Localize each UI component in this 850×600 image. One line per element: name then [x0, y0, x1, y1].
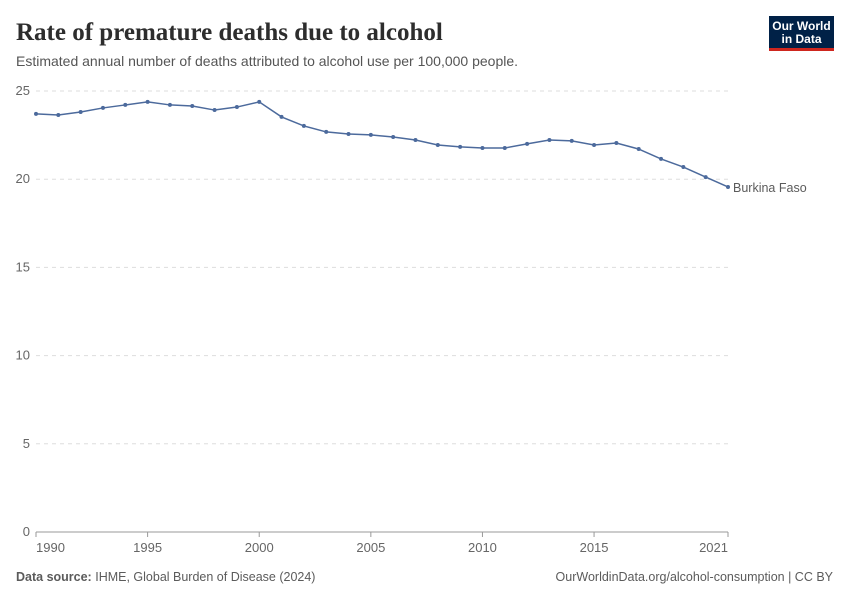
data-point — [502, 145, 507, 150]
data-point — [145, 99, 150, 104]
source-text: IHME, Global Burden of Disease (2024) — [95, 570, 315, 584]
data-point — [435, 142, 440, 147]
data-point — [346, 132, 351, 137]
data-point — [368, 132, 373, 137]
data-point — [703, 175, 708, 180]
data-point — [681, 165, 686, 170]
data-point — [480, 145, 485, 150]
data-point — [190, 103, 195, 108]
data-point — [413, 138, 418, 143]
x-tick-label: 2000 — [245, 540, 274, 555]
data-point — [279, 114, 284, 119]
x-tick-label: 1990 — [36, 540, 65, 555]
data-point — [458, 144, 463, 149]
x-tick-label: 2021 — [699, 540, 728, 555]
x-tick-label: 1995 — [133, 540, 162, 555]
data-point — [569, 138, 574, 143]
logo-text: Our World — [772, 19, 830, 33]
chart-title: Rate of premature deaths due to alcohol — [16, 19, 443, 46]
data-point — [212, 108, 217, 113]
data-point — [525, 141, 530, 146]
data-point — [324, 129, 329, 134]
data-point — [301, 123, 306, 128]
data-point — [167, 102, 172, 107]
series-label: Burkina Faso — [733, 181, 807, 195]
data-point — [547, 138, 552, 143]
y-tick-label: 5 — [23, 436, 30, 451]
logo-stripe — [769, 48, 834, 51]
y-tick-label: 25 — [16, 83, 30, 98]
data-point — [123, 102, 128, 107]
data-point — [391, 135, 396, 140]
data-point — [78, 109, 83, 114]
x-tick-label: 2015 — [580, 540, 609, 555]
x-tick-label: 2010 — [468, 540, 497, 555]
data-point — [659, 156, 664, 161]
x-tick-label: 2005 — [356, 540, 385, 555]
data-point — [257, 99, 262, 104]
source-url[interactable]: OurWorldinData.org/alcohol-consumption |… — [556, 570, 834, 584]
data-point — [234, 105, 239, 110]
data-point — [56, 112, 61, 117]
y-tick-label: 10 — [16, 348, 30, 363]
y-tick-label: 20 — [16, 171, 30, 186]
data-point — [34, 111, 38, 116]
data-point — [726, 184, 730, 189]
data-point — [636, 147, 641, 152]
series-line — [35, 101, 729, 188]
data-point — [592, 142, 597, 147]
y-tick-label: 0 — [23, 524, 30, 539]
chart-subtitle: Estimated annual number of deaths attrib… — [16, 53, 518, 69]
data-point — [614, 141, 619, 146]
source: Data source: IHME, Global Burden of Dise… — [16, 570, 315, 584]
source-label: Data source: — [16, 570, 92, 584]
logo-box[interactable] — [769, 16, 834, 49]
logo-text: in Data — [781, 32, 821, 46]
data-point — [100, 105, 105, 110]
y-tick-label: 15 — [16, 259, 30, 274]
